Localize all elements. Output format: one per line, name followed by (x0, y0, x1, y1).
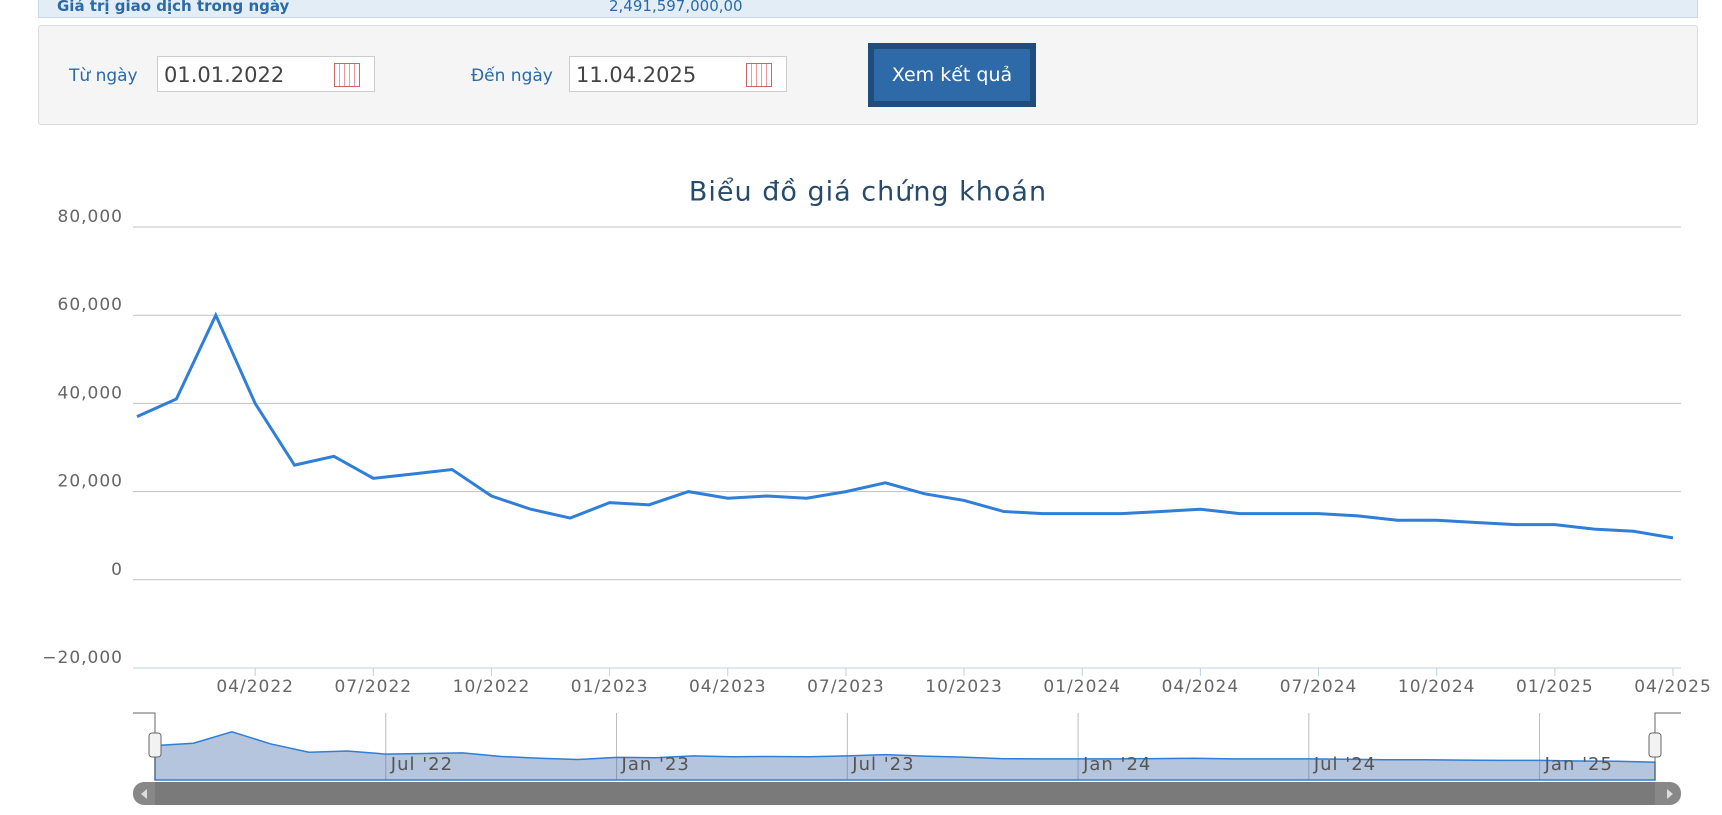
x-tick-label: 01/2024 (1043, 677, 1121, 697)
from-input[interactable]: 01.01.2022 (157, 56, 375, 92)
navigator-label: Jul '22 (390, 754, 453, 775)
calendar-icon[interactable] (746, 63, 772, 87)
scroll-left[interactable] (141, 789, 147, 799)
navigator-handle[interactable] (148, 732, 162, 758)
x-tick-label: 01/2023 (571, 677, 649, 697)
navigator-label: Jan '24 (1082, 754, 1151, 775)
x-tick-label: 07/2023 (807, 677, 885, 697)
x-tick-label: 10/2024 (1398, 677, 1476, 697)
navigator-label: Jan '23 (621, 754, 690, 775)
y-tick-label: 60,000 (58, 295, 123, 315)
from-label: Từ ngày (69, 66, 138, 86)
x-tick-label: 01/2025 (1516, 677, 1594, 697)
y-tick-label: 20,000 (58, 472, 123, 492)
x-tick-label: 04/2024 (1162, 677, 1240, 697)
navigator-bg (155, 713, 1655, 780)
navigator-label: Jan '25 (1544, 754, 1613, 775)
navigator-area (154, 730, 1656, 781)
navigator-label: Jul '24 (1313, 754, 1376, 775)
info-label: Giá trị giao dịch trong ngày (57, 0, 290, 15)
chart: Biểu đồ giá chứng khoán −20,000 0 20,000 40… (42, 177, 1712, 805)
to-label: Đến ngày (471, 66, 553, 86)
x-tick-label: 04/2023 (689, 677, 767, 697)
to-input[interactable]: 11.04.2025 (569, 56, 787, 92)
x-tick-label: 04/2022 (216, 677, 294, 697)
calendar-icon[interactable] (334, 63, 360, 87)
y-tick-label: −20,000 (42, 648, 123, 668)
to-value: 11.04.2025 (576, 63, 697, 87)
chart-title: Biểu đồ giá chứng khoán (689, 177, 1047, 208)
scroll-right[interactable] (1667, 789, 1673, 799)
info-value: 2,491,597,000,00 (609, 0, 743, 15)
price-line (136, 311, 1674, 540)
x-tick-label: 07/2022 (334, 677, 412, 697)
x-tick-label: 04/2025 (1634, 677, 1712, 697)
y-tick-label: 80,000 (58, 207, 123, 227)
navigator-frame (133, 712, 1681, 780)
info-row: Giá trị giao dịch trong ngày 2,491,597,0… (38, 0, 1698, 18)
navigator-handle[interactable] (1648, 732, 1662, 758)
submit-button[interactable]: Xem kết quả (868, 43, 1036, 107)
scrollbar-thumb[interactable] (155, 782, 1655, 805)
navigator-label: Jul '23 (851, 754, 914, 775)
x-tick-label: 07/2024 (1280, 677, 1358, 697)
date-form: Từ ngày 01.01.2022 Đến ngày 11.04.2025 X… (38, 25, 1698, 125)
x-tick-label: 10/2022 (453, 677, 531, 697)
y-tick-label: 0 (111, 560, 123, 580)
from-value: 01.01.2022 (164, 63, 285, 87)
y-tick-label: 40,000 (58, 383, 123, 403)
x-tick-label: 10/2023 (925, 677, 1003, 697)
